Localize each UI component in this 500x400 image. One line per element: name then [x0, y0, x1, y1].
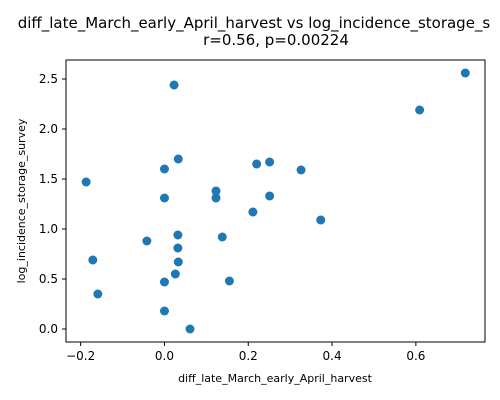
scatter-point [460, 68, 470, 78]
scatter-point [211, 186, 221, 196]
y-tick-label: 0.5 [39, 272, 58, 286]
x-axis-label: diff_late_March_early_April_harvest [178, 372, 373, 385]
scatter-point [142, 236, 152, 246]
scatter-point [173, 257, 183, 267]
scatter-point [88, 255, 98, 265]
scatter-point [173, 154, 183, 164]
scatter-point [415, 105, 425, 115]
chart-title: diff_late_March_early_April_harvest vs l… [18, 14, 491, 33]
x-tick-label: 0.4 [323, 349, 342, 363]
scatter-point [248, 207, 258, 217]
y-tick-label: 1.0 [39, 222, 58, 236]
y-axis-label: log_incidence_storage_survey [15, 118, 28, 283]
scatter-point [316, 215, 326, 225]
scatter-point [81, 177, 91, 187]
scatter-point [296, 165, 306, 175]
plot-frame [65, 59, 486, 343]
scatter-point [224, 276, 234, 286]
scatter-point [217, 232, 227, 242]
scatter-point [170, 269, 180, 279]
scatter-point [159, 164, 169, 174]
scatter-point [211, 193, 221, 203]
y-tick-label: 2.0 [39, 122, 58, 136]
scatter-point [185, 324, 195, 334]
axis-ticks: −0.2 0.0 0.2 0.4 0.6 0.0 0.5 1.0 1.5 2.0 2.5 [39, 72, 426, 363]
x-tick-label: 0.0 [155, 349, 174, 363]
chart-subtitle: r=0.56, p=0.00224 [203, 31, 349, 49]
y-tick-label: 2.5 [39, 72, 58, 86]
y-tick-label: 0.0 [39, 322, 58, 336]
x-tick-label: 0.2 [239, 349, 258, 363]
scatter-point [265, 191, 275, 201]
scatter-point [173, 243, 183, 253]
y-tick-label: 1.5 [39, 172, 58, 186]
scatter-point [159, 277, 169, 287]
scatter-point [169, 80, 179, 90]
scatter-point [265, 157, 275, 167]
data-points [81, 68, 470, 334]
scatter-point [173, 230, 183, 240]
scatter-point [93, 289, 103, 299]
scatter-point [252, 159, 262, 169]
scatter-point [159, 193, 169, 203]
x-tick-label: −0.2 [66, 349, 95, 363]
scatter-point [159, 306, 169, 316]
x-tick-label: 0.6 [406, 349, 425, 363]
